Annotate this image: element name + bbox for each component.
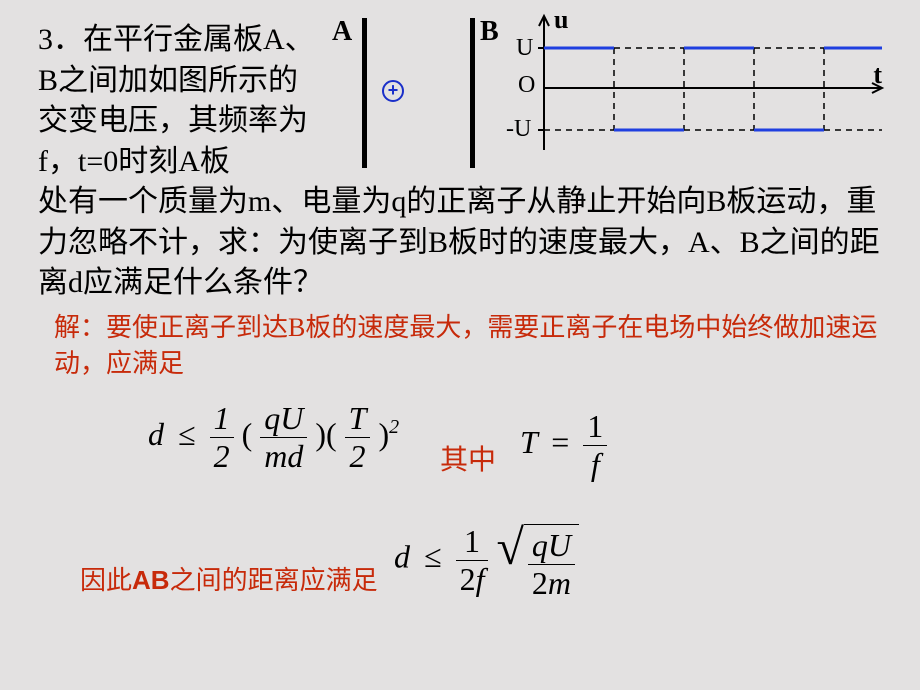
op-eq: = [545, 424, 575, 460]
plates-diagram: A B + [352, 18, 492, 168]
where-label: 其中 [440, 438, 496, 478]
concl-prefix: 因此 [80, 566, 132, 595]
rparen-lparen: )( [315, 416, 336, 452]
den-2b: 2 [345, 438, 371, 475]
positive-ion-icon: + [382, 80, 404, 102]
den-f: f [583, 446, 607, 483]
plate-a [362, 18, 367, 168]
sqrt-box: √ qU 22mm [496, 520, 579, 600]
formula-d-inequality: d ≤ 1 2 ( qU md )( T 2 )2 [148, 400, 399, 475]
num-1b: 1 [583, 408, 607, 446]
axis-label-u: u [554, 5, 568, 35]
num-qu: qU [260, 400, 307, 438]
formula-final: d ≤ 1 2f √ qU 22mm [394, 520, 579, 600]
den-2f: 2f [456, 561, 489, 598]
question-text-top: 3．在平行金属板A、B之间加如图所示的交变电压，其频率为f，t=0时刻A板 [38, 20, 318, 182]
axis-label-t: t [873, 60, 882, 90]
origin-label: O [518, 72, 535, 99]
frac-qu-md: qU md [260, 400, 307, 475]
var-t: T [520, 424, 537, 460]
exp-2: 2 [389, 416, 399, 438]
var-d: d [148, 416, 164, 452]
question-text-bottom: 处有一个质量为m、电量为q的正离子从静止开始向B板运动，重力忽略不计，求：为使离… [38, 182, 888, 304]
den-md: md [260, 438, 307, 475]
voltage-graph: u t U O -U [510, 10, 900, 160]
sqrt-icon: √ [496, 519, 523, 575]
solution-intro: 解：要使正离子到达B板的速度最大，需要正离子在电场中始终做加速运动，应满足 [54, 310, 884, 383]
op-le2: ≤ [418, 538, 448, 574]
tick-label-u-neg: -U [506, 116, 531, 143]
num-1c: 1 [456, 523, 489, 561]
graph-svg [510, 10, 900, 160]
frac-1-f: 1 f [583, 408, 607, 483]
concl-suffix: 之间的距离应满足 [170, 566, 378, 595]
plate-label-a: A [332, 16, 352, 48]
rparen: ) [378, 416, 389, 452]
num-1: 1 [210, 400, 234, 438]
var-d2: d [394, 538, 410, 574]
frac-qu-2m: qU 22mm [524, 525, 579, 604]
den-2: 2 [210, 438, 234, 475]
lparen: ( [242, 416, 253, 452]
concl-ab: AB [132, 565, 170, 595]
num-qu2: qU [528, 527, 575, 565]
frac-1-2f: 1 2f [456, 523, 489, 598]
conclusion-text: 因此AB之间的距离应满足 [80, 560, 378, 597]
formula-period: T = 1 f [520, 408, 607, 483]
op-le: ≤ [172, 416, 202, 452]
tick-label-u-pos: U [516, 35, 533, 62]
frac-half: 1 2 [210, 400, 234, 475]
frac-t-2: T 2 [345, 400, 371, 475]
den-2m: 22mm [528, 565, 575, 602]
plate-b [470, 18, 475, 168]
plate-label-b: B [480, 16, 499, 48]
num-t: T [345, 400, 371, 438]
